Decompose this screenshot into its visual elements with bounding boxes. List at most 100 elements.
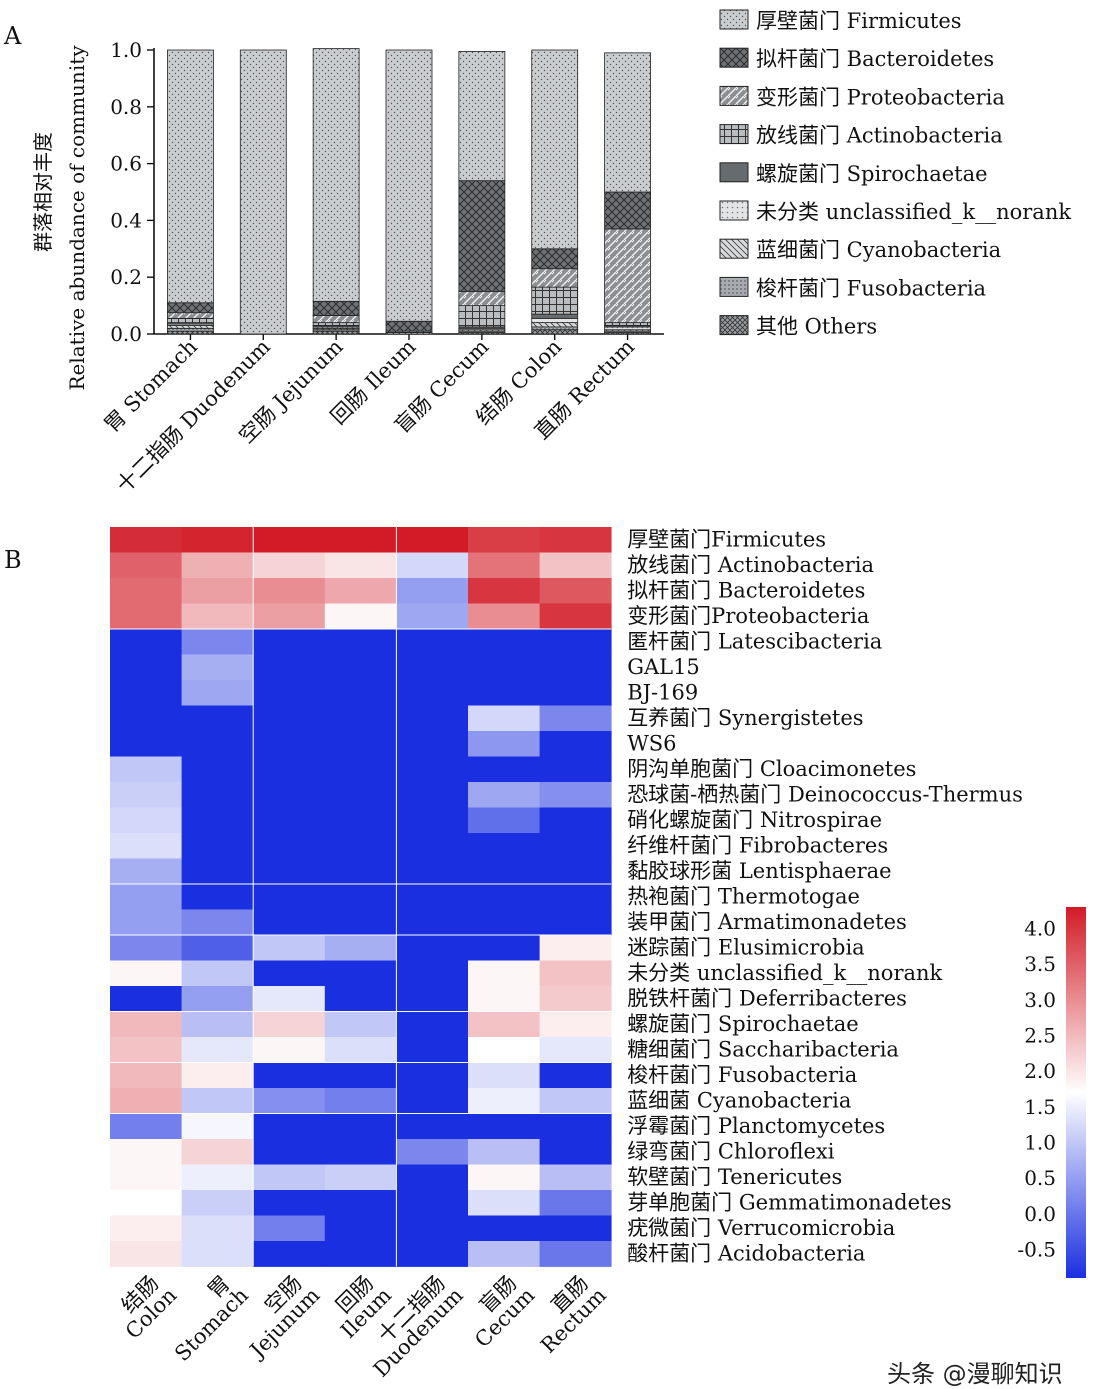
bar-segment bbox=[385, 320, 433, 332]
heatmap-cell bbox=[539, 629, 612, 655]
heatmap-cell bbox=[396, 986, 469, 1012]
heatmap-cell bbox=[324, 527, 397, 553]
heatmap-cell bbox=[324, 782, 397, 808]
heatmap-cell bbox=[324, 756, 397, 783]
heatmap-cell bbox=[396, 1164, 469, 1191]
y-axis-label-cn: 群落相对丰度 bbox=[31, 132, 55, 252]
bar-segment bbox=[312, 300, 360, 316]
heatmap-cell bbox=[468, 1113, 540, 1140]
heatmap-cell bbox=[539, 552, 612, 579]
heatmap-cell bbox=[396, 731, 469, 757]
heatmap-cell bbox=[539, 1062, 612, 1089]
panel-a-label: A bbox=[4, 22, 22, 50]
heatmap-cell bbox=[110, 960, 182, 987]
heatmap-cell bbox=[253, 1062, 326, 1089]
heatmap-cell bbox=[110, 1062, 182, 1089]
legend-entry: 厚壁菌门 Firmicutes bbox=[756, 9, 962, 33]
heatmap-cell bbox=[253, 629, 326, 655]
colorbar-tick-label: 4.0 bbox=[1024, 916, 1056, 940]
heatmap-cell bbox=[468, 1215, 540, 1242]
heatmap-cell bbox=[181, 629, 254, 655]
heatmap-cell bbox=[539, 756, 612, 783]
bar-segment bbox=[312, 48, 360, 302]
heatmap-row-label: 拟杆菌门 Bacteroidetes bbox=[627, 579, 865, 603]
panel-b-label: B bbox=[4, 546, 22, 574]
heatmap-cell bbox=[253, 858, 326, 885]
heatmap-cell bbox=[181, 909, 254, 936]
heatmap-cell bbox=[181, 1190, 254, 1216]
heatmap-cell bbox=[253, 986, 326, 1012]
colorbar-tick-label: 1.0 bbox=[1024, 1130, 1056, 1154]
heatmap-row-label: 纤维杆菌门 Fibrobacteres bbox=[627, 834, 888, 858]
heatmap-cell bbox=[110, 858, 182, 885]
heatmap-cell bbox=[324, 654, 397, 681]
heatmap-cell bbox=[253, 1113, 326, 1140]
heatmap-cell bbox=[110, 629, 182, 655]
heatmap-cell bbox=[110, 1113, 182, 1140]
heatmap-cell bbox=[324, 1190, 397, 1216]
heatmap-cell bbox=[181, 1088, 254, 1114]
heatmap-cell bbox=[110, 782, 182, 808]
bar-segment bbox=[239, 49, 287, 335]
heatmap-cell bbox=[324, 731, 397, 757]
colorbar-tick-label: 1.5 bbox=[1024, 1095, 1056, 1119]
colorbar-tick-label: 2.5 bbox=[1024, 1023, 1056, 1047]
heatmap-cell bbox=[253, 1164, 326, 1191]
heatmap-cell bbox=[181, 680, 254, 706]
heatmap-cell bbox=[110, 654, 182, 681]
heatmap-cell bbox=[396, 884, 469, 910]
bar-segment bbox=[167, 312, 214, 319]
bar-segment bbox=[458, 180, 506, 292]
heatmap-row-label: 恐球菌-栖热菌门 Deinococcus-Thermus bbox=[627, 783, 1023, 807]
heatmap-cell bbox=[181, 935, 254, 961]
heatmap-cell bbox=[396, 1190, 469, 1216]
heatmap-cell bbox=[468, 960, 540, 987]
heatmap-cell bbox=[396, 705, 469, 732]
heatmap-cell bbox=[539, 705, 612, 732]
heatmap-row-label: 硝化螺旋菌门 Nitrospirae bbox=[627, 808, 882, 832]
heatmap-row-label: 酸杆菌门 Acidobacteria bbox=[627, 1242, 865, 1266]
heatmap-cell bbox=[181, 986, 254, 1012]
y-axis-label-en: Relative abundance of community bbox=[65, 45, 89, 391]
colorbar-tick-label: 2.0 bbox=[1024, 1059, 1056, 1083]
heatmap-cell bbox=[324, 1037, 397, 1063]
heatmap-cell bbox=[253, 527, 326, 553]
heatmap-cell bbox=[539, 909, 612, 936]
heatmap-cell bbox=[181, 756, 254, 783]
heatmap-cell bbox=[181, 527, 254, 553]
heatmap-cell bbox=[396, 603, 469, 630]
bar-segment bbox=[167, 325, 214, 329]
heatmap-cell bbox=[396, 1037, 469, 1063]
y-tick-label: 0.6 bbox=[110, 152, 142, 176]
heatmap-row-label: 互养菌门 Synergistetes bbox=[627, 706, 863, 730]
heatmap-row-label: 变形菌门Proteobacteria bbox=[627, 604, 869, 628]
heatmap-row-label: 软壁菌门 Tenericutes bbox=[627, 1165, 842, 1189]
y-tick-label: 0.4 bbox=[110, 208, 142, 232]
colorbar bbox=[1066, 907, 1086, 1278]
heatmap-cell bbox=[253, 1011, 326, 1038]
heatmap-cell bbox=[539, 1011, 612, 1038]
heatmap-cell bbox=[181, 1241, 254, 1267]
heatmap-cell bbox=[110, 1164, 182, 1191]
heatmap-cell bbox=[468, 1062, 540, 1089]
heatmap-cell bbox=[396, 1139, 469, 1165]
heatmap-cell bbox=[539, 1241, 612, 1267]
heatmap-cell bbox=[396, 1062, 469, 1089]
heatmap-cell bbox=[181, 884, 254, 910]
bar-segment bbox=[604, 52, 651, 193]
legend-swatch bbox=[719, 200, 749, 221]
heatmap-cell bbox=[468, 1164, 540, 1191]
heatmap-cell bbox=[253, 603, 326, 630]
heatmap-row-label: BJ-169 bbox=[627, 681, 698, 705]
heatmap-cell bbox=[181, 1062, 254, 1089]
heatmap-row-label: 绿弯菌门 Chloroflexi bbox=[627, 1140, 835, 1164]
heatmap-cell bbox=[181, 654, 254, 681]
heatmap-cell bbox=[539, 1113, 612, 1140]
bar-segment bbox=[167, 49, 214, 304]
colorbar-tick-label: -0.5 bbox=[1017, 1237, 1056, 1261]
heatmap-cell bbox=[181, 578, 254, 604]
bar-segment bbox=[531, 317, 579, 324]
bar-segment bbox=[312, 315, 360, 324]
heatmap-cell bbox=[253, 680, 326, 706]
